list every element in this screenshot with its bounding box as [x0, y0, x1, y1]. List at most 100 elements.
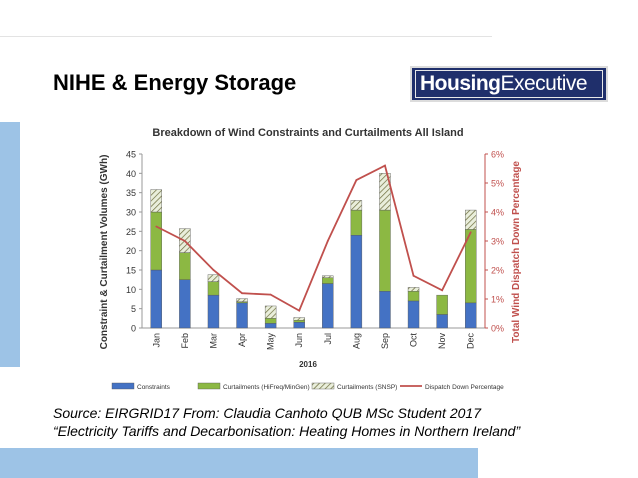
dispatch-down-point	[441, 289, 444, 292]
bar-curtailment-hifreq	[179, 252, 191, 280]
dispatch-down-point	[384, 164, 386, 167]
logo-text: HousingExecutive	[420, 72, 588, 96]
bar-constraints	[436, 314, 448, 329]
x-tick-label: May	[266, 333, 276, 351]
dispatch-down-point	[155, 225, 158, 228]
bottom-accent-band	[0, 448, 478, 478]
bar-curtailment-snsp	[264, 305, 277, 319]
y-axis-title: Constraint & Curtailment Volumes (GWh)	[99, 155, 110, 350]
dispatch-down-point	[269, 293, 272, 296]
housing-executive-logo: HousingExecutive	[410, 66, 608, 102]
dispatch-down-point	[469, 231, 472, 234]
bar-curtailment-hifreq	[322, 277, 334, 284]
bar-constraints	[293, 321, 305, 329]
legend-swatch-curtailment-snsp	[311, 382, 335, 390]
chart-container: Breakdown of Wind Constraints and Curtai…	[90, 120, 525, 398]
x-tick-label: Dec	[466, 333, 476, 350]
bar-constraints	[236, 302, 248, 329]
bar-curtailment-snsp	[322, 275, 334, 278]
y-tick-label: 25	[126, 227, 136, 237]
bar-constraints	[379, 291, 391, 329]
chart-legend: Constraints Curtailments (HiFreq/MinGen) C…	[111, 382, 504, 391]
y-tick-label: 15	[126, 266, 136, 276]
bar-curtailment-hifreq	[407, 291, 420, 302]
x-tick-label: Mar	[208, 333, 218, 349]
logo-text-bold: Housing	[420, 72, 501, 95]
bar-curtailment-hifreq	[379, 209, 391, 292]
y2-tick-label: 0%	[491, 324, 504, 334]
y2-tick-label: 1%	[491, 295, 504, 305]
y2-tick-label: 6%	[491, 150, 504, 160]
logo-frame	[415, 70, 603, 98]
y-tick-label: 0	[131, 324, 136, 334]
legend-label-constraints: Constraints	[137, 384, 171, 391]
bar-curtailment-snsp	[207, 274, 220, 282]
legend-label-curtailment-hifreq: Curtailments (HiFreq/MinGen)	[223, 384, 310, 391]
dispatch-down-point	[326, 240, 329, 242]
wind-curtailment-chart: Breakdown of Wind Constraints and Curtai…	[99, 127, 522, 391]
bar-constraints	[322, 283, 334, 329]
legend-swatch-constraints	[111, 382, 135, 390]
x-tick-label: Apr	[237, 333, 247, 347]
dispatch-down-point	[355, 179, 358, 181]
bar-curtailment-hifreq	[436, 294, 448, 315]
bar-curtailment-hifreq	[150, 211, 162, 271]
dispatch-down-line	[155, 164, 472, 312]
slide-title: NIHE & Energy Storage	[53, 70, 297, 95]
bar-curtailment-snsp	[150, 189, 162, 213]
source-caption: Source: EIRGRID17 From: Claudia Canhoto …	[53, 405, 481, 421]
dispatch-down-point	[212, 269, 215, 271]
bar-curtailment-hifreq	[264, 318, 277, 324]
y-tick-label: 40	[126, 169, 136, 179]
x-tick-label: Oct	[409, 333, 419, 348]
bar-curtailment-hifreq	[207, 281, 220, 296]
bar-curtailment-snsp	[407, 287, 420, 292]
bar-constraints	[465, 302, 477, 329]
bar-constraints	[150, 269, 162, 329]
y-tick-label: 5	[131, 304, 136, 314]
x-tick-label: Jun	[294, 333, 304, 348]
bar-curtailment-snsp	[350, 200, 363, 211]
legend-swatch-curtailment-hifreq	[197, 382, 221, 390]
y2-tick-label: 2%	[491, 266, 504, 276]
bar-constraints	[264, 323, 277, 329]
dispatch-down-point	[412, 274, 415, 277]
x-tick-label: Feb	[180, 333, 190, 349]
x-axis-title: 2016	[299, 360, 317, 369]
bar-constraints	[207, 294, 220, 329]
dispatch-down-point	[183, 240, 186, 242]
bar-curtailment-snsp	[379, 173, 391, 211]
bar-curtailment-hifreq	[293, 320, 305, 323]
bar-constraints	[179, 279, 191, 329]
bar-curtailment-snsp	[236, 298, 248, 302]
legend-label-dispatch-down: Dispatch Down Percentage	[425, 384, 504, 391]
legend-label-curtailment-snsp: Curtailments (SNSP)	[337, 384, 397, 391]
x-tick-label: Jul	[323, 333, 333, 345]
y-tick-label: 20	[126, 246, 136, 256]
dispatch-down-point	[298, 309, 301, 312]
dispatch-down-point	[241, 292, 243, 295]
y2-tick-label: 4%	[491, 208, 504, 218]
bar-constraints	[350, 234, 363, 329]
x-tick-label: Aug	[351, 333, 361, 349]
y-tick-label: 45	[126, 150, 136, 160]
top-divider	[0, 36, 492, 37]
bar-curtailment-hifreq	[350, 209, 363, 236]
y-tick-label: 30	[126, 208, 136, 218]
x-tick-label: Sep	[380, 333, 390, 349]
bar-curtailment-snsp	[465, 209, 477, 230]
study-title-caption: “Electricity Tariffs and Decarbonisation…	[53, 423, 521, 439]
logo-text-light: Executive	[500, 72, 588, 95]
y2-tick-label: 5%	[491, 179, 504, 189]
bar-curtailment-snsp	[293, 317, 305, 321]
plot-area: 0 5 10 15 20 25 30 35 40 45 0% 1% 2% 3% 4% 5% 6% Jan Feb Ma…	[126, 150, 504, 351]
y2-axis-title: Total Wind Dispatch Down Percentage	[511, 161, 522, 343]
left-accent-bar	[0, 122, 20, 367]
y-tick-label: 10	[126, 285, 136, 295]
x-tick-label: Jan	[151, 333, 161, 348]
y2-tick-label: 3%	[491, 237, 504, 247]
chart-title: Breakdown of Wind Constraints and Curtai…	[152, 127, 463, 139]
x-tick-label: Nov	[437, 333, 447, 350]
bar-constraints	[407, 300, 420, 329]
y-tick-label: 35	[126, 188, 136, 198]
